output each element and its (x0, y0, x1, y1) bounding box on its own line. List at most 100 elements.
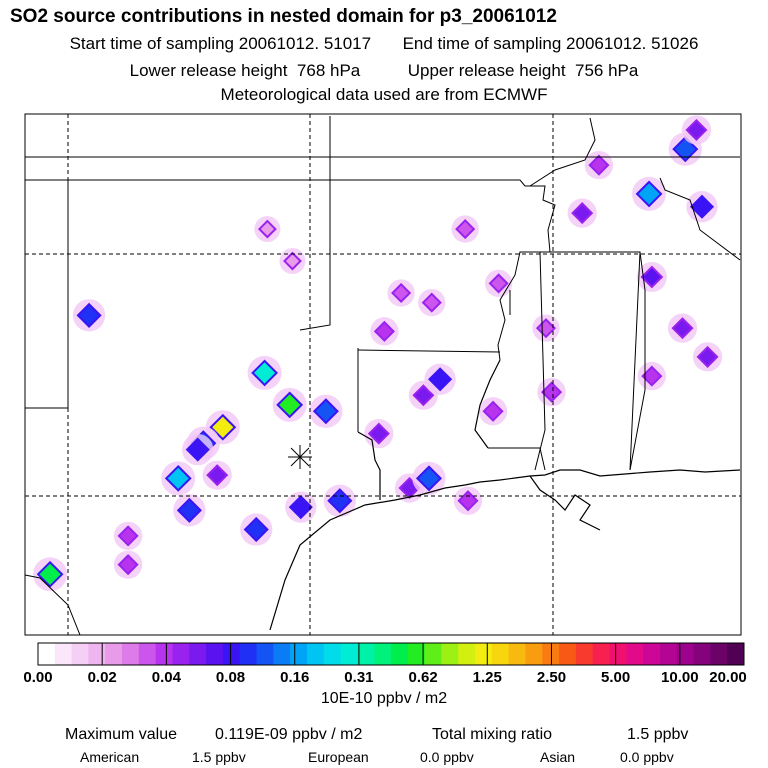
color-scale-swatch (239, 643, 258, 665)
color-scale-tick-label: 2.50 (536, 669, 567, 686)
color-scale-tick-label: 0.00 (23, 669, 53, 686)
color-scale-swatch (323, 643, 342, 665)
color-scale-swatch (609, 643, 627, 665)
sampling-times-line: Start time of sampling 20061012. 51017 E… (0, 34, 768, 54)
color-scale-swatch (189, 643, 207, 665)
color-scale-tick-label: 10.00 (661, 669, 699, 686)
color-scale-swatch (441, 643, 459, 665)
upper-height-value: 756 hPa (575, 61, 639, 80)
end-time-label: End time of sampling (402, 34, 562, 53)
source-marker (164, 464, 192, 492)
color-scale-swatch (525, 643, 543, 665)
source-marker (415, 465, 442, 492)
color-scale-tick-label: 1.25 (472, 669, 502, 686)
color-scale-swatch (88, 643, 106, 665)
start-time-label: Start time of sampling (69, 34, 234, 53)
european-value: 0.0 ppbv (420, 749, 474, 765)
european-label: European (308, 749, 369, 765)
map-frame (24, 113, 742, 636)
color-scale-swatch (659, 643, 678, 665)
color-scale-swatch (273, 643, 291, 665)
color-scale-swatch (592, 643, 611, 665)
color-scale-tick-label: 0.02 (87, 669, 117, 686)
color-scale-swatch (155, 643, 173, 665)
asian-value: 0.0 ppbv (620, 749, 674, 765)
total-mixing-value: 1.5 ppbv (627, 726, 689, 743)
source-marker (685, 118, 708, 142)
color-scale-tick-label: 5.00 (601, 669, 631, 686)
source-marker (251, 359, 279, 387)
color-scale-swatch (491, 643, 510, 665)
source-marker (421, 292, 442, 313)
color-scale-swatch (391, 643, 409, 665)
source-marker (288, 495, 313, 520)
color-scale-swatch (105, 643, 123, 665)
source-marker (176, 497, 202, 523)
color-scale-swatch (290, 643, 308, 665)
source-marker (696, 345, 719, 368)
color-scale-swatch (693, 643, 711, 665)
source-marker (117, 554, 139, 576)
color-scale-swatch (71, 643, 89, 665)
color-scale-tick-label: 0.04 (151, 669, 181, 686)
source-marker (571, 202, 594, 225)
color-scale-swatch (54, 643, 73, 665)
color-scale-swatch (475, 643, 493, 665)
map-title: SO2 source contributions in nested domai… (10, 6, 557, 27)
source-marker (672, 136, 699, 163)
lower-height-label: Lower release height (129, 61, 288, 80)
color-scale-swatch (138, 643, 157, 665)
source-marker (327, 488, 353, 514)
color-scale-swatch (676, 643, 695, 665)
color-scale-swatch (643, 643, 661, 665)
total-mixing-label: Total mixing ratio (432, 726, 553, 743)
source-marker (276, 391, 304, 419)
source-marker (641, 365, 663, 387)
max-value-label: Maximum value (65, 726, 178, 743)
source-plumes (33, 115, 723, 592)
color-scale-swatch (508, 643, 526, 665)
source-marker (588, 154, 610, 176)
american-label: American (80, 749, 140, 765)
source-marker (312, 398, 339, 425)
source-marker (535, 318, 557, 339)
source-marker (640, 265, 664, 289)
release-height-line: Lower release height 768 hPa Upper relea… (0, 61, 768, 81)
color-scale-swatch (727, 643, 745, 665)
color-scale-swatch (38, 643, 56, 665)
color-scale-swatch (559, 643, 577, 665)
color-scale-swatch (206, 643, 224, 665)
color-scale-frame (37, 642, 745, 666)
asterisk-marker-icon (288, 445, 312, 469)
met-data-line: Meteorological data used are from ECMWF (220, 85, 548, 104)
source-marker (412, 384, 435, 407)
color-scale-swatch (424, 643, 442, 665)
source-marker (185, 437, 210, 462)
color-scale-tick-label: 20.00 (709, 669, 747, 686)
source-marker (209, 413, 237, 441)
asian-label: Asian (540, 749, 576, 765)
upper-height-label: Upper release height (407, 61, 566, 80)
color-scale-swatch (575, 643, 594, 665)
source-marker (689, 194, 715, 219)
american-value: 1.5 ppbv (192, 749, 246, 765)
color-scale-swatch (122, 643, 140, 665)
lat-lon-grid (25, 114, 741, 635)
source-marker (428, 367, 453, 392)
color-scale-bar (37, 642, 745, 666)
source-marker (76, 302, 102, 328)
source-marker (635, 180, 663, 208)
color-scale-tick-label: 0.62 (408, 669, 438, 686)
source-marker (540, 381, 563, 403)
source-marker (117, 525, 139, 547)
units-label: 10E-10 ppbv / m2 (320, 690, 448, 707)
color-scale-tick-label: 0.08 (215, 669, 246, 686)
source-marker (257, 219, 277, 239)
source-marker (488, 273, 509, 294)
source-marker (391, 282, 412, 304)
max-value: 0.119E-09 ppbv / m2 (215, 726, 363, 743)
source-marker (243, 516, 269, 543)
color-scale-swatch (172, 643, 190, 665)
color-scale-tick-label: 0.31 (344, 669, 374, 686)
